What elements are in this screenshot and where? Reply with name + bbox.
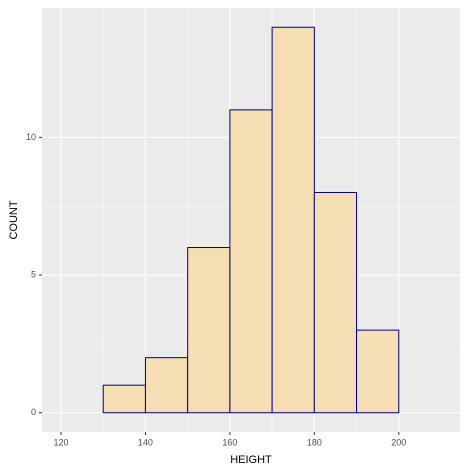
bar (271, 26, 315, 414)
x-tick-label: 120 (53, 437, 68, 447)
x-tick-label: 160 (222, 437, 237, 447)
x-axis-label: HEIGHT (230, 454, 272, 466)
x-tick-label: 140 (138, 437, 153, 447)
bar (356, 329, 400, 414)
x-tick-label: 200 (391, 437, 406, 447)
bar (313, 191, 358, 414)
y-tick-label: 5 (31, 269, 36, 279)
bar (187, 247, 231, 414)
bar (144, 357, 189, 414)
y-tick-label: 10 (26, 132, 36, 142)
bar (229, 109, 273, 414)
y-axis-label: COUNT (8, 200, 20, 239)
y-tick-label: 0 (31, 407, 36, 417)
bar (102, 384, 146, 414)
x-tick-label: 180 (307, 437, 322, 447)
